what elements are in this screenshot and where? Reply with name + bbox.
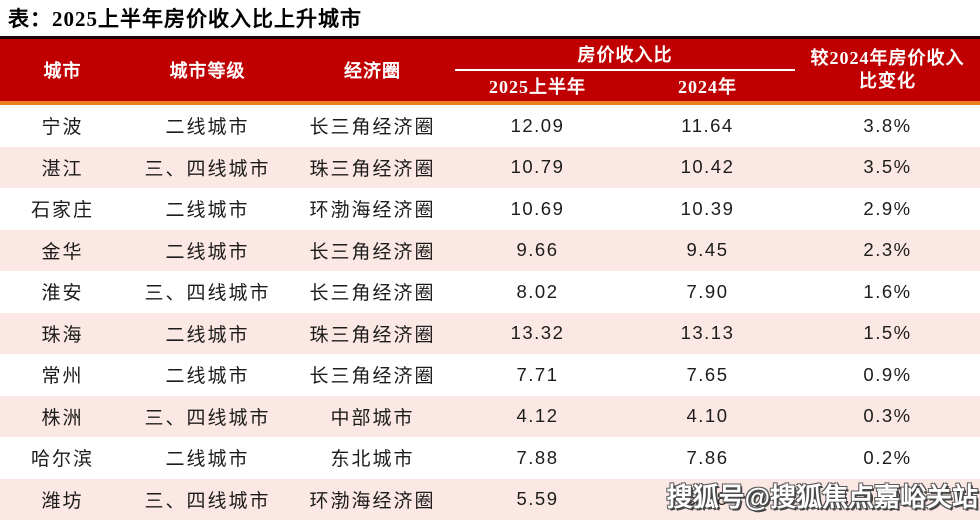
col-header-circle: 经济圈 (290, 36, 455, 105)
cell-v2024: 13.13 (620, 312, 795, 354)
cell-tier: 二线城市 (125, 437, 290, 479)
title-bar: 表：2025上半年房价收入比上升城市 (0, 0, 980, 36)
cell-v2025h1: 5.59 (455, 478, 620, 520)
cell-v2025h1: 8.02 (455, 271, 620, 313)
cell-tier: 二线城市 (125, 188, 290, 230)
cell-v2025h1: 13.32 (455, 312, 620, 354)
cell-v2024: 7.86 (620, 437, 795, 479)
table-header: 城市 城市等级 经济圈 房价收入比 较2024年房价收入比变化 2025上半年 … (0, 36, 980, 105)
cell-change: 2.9% (795, 188, 980, 230)
cell-change: 2.3% (795, 229, 980, 271)
cell-tier: 三、四线城市 (125, 146, 290, 188)
cell-tier: 二线城市 (125, 229, 290, 271)
cell-city: 潍坊 (0, 478, 125, 520)
cell-v2025h1: 10.79 (455, 146, 620, 188)
cell-city: 金华 (0, 229, 125, 271)
col-header-2025-h1: 2025上半年 (455, 70, 620, 105)
col-header-group-price-income-ratio: 房价收入比 (455, 36, 795, 71)
cell-v2025h1: 7.88 (455, 437, 620, 479)
cell-v2025h1: 12.09 (455, 103, 620, 147)
cell-v2024: 7.65 (620, 354, 795, 396)
table-row: 宁波 二线城市 长三角经济圈 12.09 11.64 3.8% (0, 103, 980, 147)
cell-circle: 东北城市 (290, 437, 455, 479)
cell-v2025h1: 7.71 (455, 354, 620, 396)
cell-v2025h1: 9.66 (455, 229, 620, 271)
cell-v2025h1: 4.12 (455, 395, 620, 437)
sohu-watermark: 搜狐号@搜狐焦点嘉峪关站 (666, 482, 978, 512)
cell-city: 珠海 (0, 312, 125, 354)
cell-circle: 长三角经济圈 (290, 354, 455, 396)
cell-city: 湛江 (0, 146, 125, 188)
cell-circle: 长三角经济圈 (290, 103, 455, 147)
col-header-change-vs-2024: 较2024年房价收入比变化 (795, 36, 980, 105)
cell-tier: 三、四线城市 (125, 478, 290, 520)
col-header-2024: 2024年 (620, 70, 795, 105)
cell-city: 石家庄 (0, 188, 125, 230)
housing-price-income-table: 城市 城市等级 经济圈 房价收入比 较2024年房价收入比变化 2025上半年 … (0, 36, 980, 520)
cell-city: 哈尔滨 (0, 437, 125, 479)
cell-v2024: 5.58 (620, 478, 795, 520)
cell-v2024: 11.64 (620, 103, 795, 147)
header-row-1: 城市 城市等级 经济圈 房价收入比 较2024年房价收入比变化 (0, 36, 980, 105)
table-row: 珠海 二线城市 珠三角经济圈 13.32 13.13 1.5% (0, 312, 980, 354)
cell-change: 0.2% (795, 478, 980, 520)
cell-change: 3.5% (795, 146, 980, 188)
cell-v2024: 7.90 (620, 271, 795, 313)
cell-city: 株洲 (0, 395, 125, 437)
cell-circle: 环渤海经济圈 (290, 188, 455, 230)
header-row-2: 2025上半年 2024年 (0, 70, 980, 105)
cell-v2025h1: 10.69 (455, 188, 620, 230)
table-row: 湛江 三、四线城市 珠三角经济圈 10.79 10.42 3.5% (0, 146, 980, 188)
cell-change: 1.5% (795, 312, 980, 354)
cell-circle: 珠三角经济圈 (290, 312, 455, 354)
cell-tier: 三、四线城市 (125, 271, 290, 313)
cell-change: 0.9% (795, 354, 980, 396)
cell-circle: 环渤海经济圈 (290, 478, 455, 520)
cell-v2024: 4.10 (620, 395, 795, 437)
table-row: 金华 二线城市 长三角经济圈 9.66 9.45 2.3% (0, 229, 980, 271)
table-row: 常州 二线城市 长三角经济圈 7.71 7.65 0.9% (0, 354, 980, 396)
cell-tier: 二线城市 (125, 354, 290, 396)
cell-circle: 中部城市 (290, 395, 455, 437)
col-header-city: 城市 (0, 36, 125, 105)
cell-v2024: 10.42 (620, 146, 795, 188)
table-row: 潍坊 三、四线城市 环渤海经济圈 5.59 5.58 0.2% (0, 478, 980, 520)
cell-change: 3.8% (795, 103, 980, 147)
page-title: 表：2025上半年房价收入比上升城市 (8, 7, 362, 31)
cell-city: 宁波 (0, 103, 125, 147)
cell-v2024: 9.45 (620, 229, 795, 271)
cell-city: 淮安 (0, 271, 125, 313)
cell-change: 1.6% (795, 271, 980, 313)
table-row: 哈尔滨 二线城市 东北城市 7.88 7.86 0.2% (0, 437, 980, 479)
cell-tier: 二线城市 (125, 312, 290, 354)
table-body: 宁波 二线城市 长三角经济圈 12.09 11.64 3.8% 湛江 三、四线城市 珠三角经济圈… (0, 103, 980, 520)
col-header-tier: 城市等级 (125, 36, 290, 105)
cell-v2024: 10.39 (620, 188, 795, 230)
cell-city: 常州 (0, 354, 125, 396)
cell-change: 0.2% (795, 437, 980, 479)
table-row: 株洲 三、四线城市 中部城市 4.12 4.10 0.3% (0, 395, 980, 437)
table-row: 淮安 三、四线城市 长三角经济圈 8.02 7.90 1.6% (0, 271, 980, 313)
table-row: 石家庄 二线城市 环渤海经济圈 10.69 10.39 2.9% (0, 188, 980, 230)
cell-tier: 二线城市 (125, 103, 290, 147)
cell-tier: 三、四线城市 (125, 395, 290, 437)
cell-circle: 长三角经济圈 (290, 229, 455, 271)
cell-circle: 珠三角经济圈 (290, 146, 455, 188)
cell-circle: 长三角经济圈 (290, 271, 455, 313)
cell-change: 0.3% (795, 395, 980, 437)
